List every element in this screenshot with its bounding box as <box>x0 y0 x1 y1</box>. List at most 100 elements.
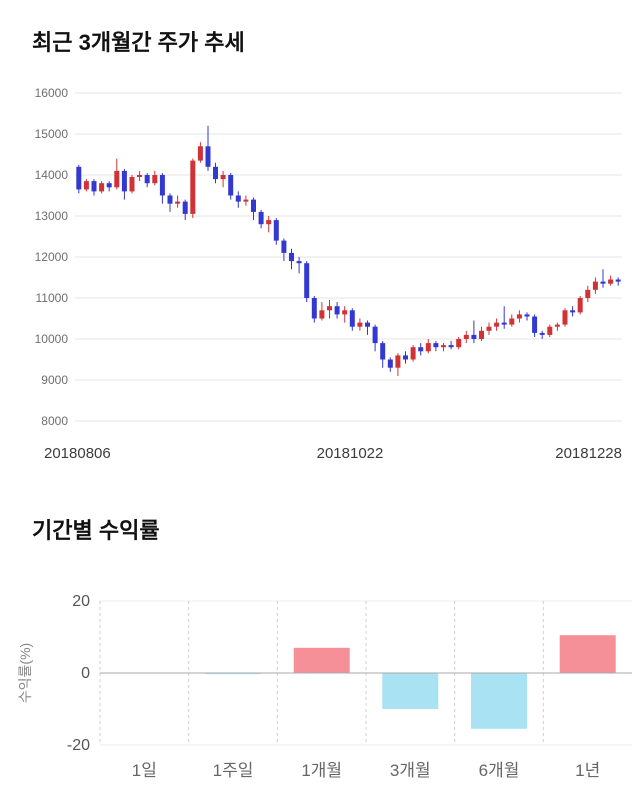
candle-body <box>182 201 188 214</box>
candle-body <box>365 322 370 327</box>
candle-body <box>410 347 416 360</box>
candle-body <box>228 175 234 196</box>
candle-body <box>175 201 181 204</box>
candle-body <box>121 170 127 192</box>
svg-text:13000: 13000 <box>35 209 69 223</box>
candle-body <box>418 347 424 352</box>
svg-text:15000: 15000 <box>35 127 69 141</box>
candle-body <box>532 316 538 333</box>
candle-body <box>570 310 576 313</box>
svg-text:11000: 11000 <box>36 291 69 305</box>
candle-body <box>76 166 82 190</box>
svg-text:8000: 8000 <box>41 414 68 428</box>
candle-body <box>554 324 560 327</box>
candle-body <box>547 326 553 335</box>
price-chart-title: 최근 3개월간 주가 추세 <box>32 30 245 55</box>
svg-text:16000: 16000 <box>35 86 69 100</box>
candle-body <box>463 334 469 339</box>
candle-body <box>235 195 241 202</box>
candle-body <box>509 318 515 325</box>
candle-body <box>281 240 287 253</box>
return-bar <box>205 673 261 675</box>
bars <box>205 635 616 729</box>
svg-text:20: 20 <box>72 593 90 610</box>
candle-body <box>190 160 196 214</box>
candle-body <box>304 263 310 298</box>
candle-body <box>220 175 226 180</box>
candle-body <box>516 314 522 319</box>
y-axis-labels: 20 0 -20 <box>67 593 90 754</box>
candle-body <box>205 146 211 167</box>
candle-body <box>372 326 378 344</box>
candle-body <box>562 310 568 325</box>
candle-body <box>387 359 393 368</box>
candle-body <box>266 220 272 225</box>
candle-body <box>524 314 530 317</box>
candle-body <box>167 195 173 204</box>
candle-body <box>106 183 112 188</box>
return-bar <box>559 635 616 673</box>
candle-body <box>152 175 158 184</box>
candle-body <box>213 166 218 180</box>
candle-body <box>334 306 340 315</box>
svg-text:20181022: 20181022 <box>317 445 384 462</box>
candle-body <box>273 220 279 241</box>
candle-body <box>471 334 477 339</box>
candle-body <box>319 310 325 319</box>
candle-body <box>448 345 454 348</box>
candle-body <box>403 355 408 360</box>
candle-body <box>296 261 302 264</box>
candle-body <box>197 146 203 161</box>
svg-text:12000: 12000 <box>35 250 69 264</box>
candle-body <box>144 175 150 184</box>
return-bar <box>471 673 527 729</box>
candle-body <box>539 332 545 335</box>
candle-body <box>243 199 249 202</box>
svg-text:-20: -20 <box>67 737 90 754</box>
candle-body <box>425 343 431 352</box>
y-axis-labels: 8000 9000 10000 11000 12000 13000 14000 15000 16… <box>35 86 69 428</box>
candle-body <box>129 177 135 192</box>
candle-body <box>395 355 401 368</box>
svg-text:14000: 14000 <box>35 168 69 182</box>
candle-body <box>289 252 294 262</box>
svg-text:9000: 9000 <box>41 373 68 387</box>
candle-body <box>494 322 500 327</box>
svg-text:20180806: 20180806 <box>44 445 111 462</box>
candle-body <box>342 310 348 315</box>
candle-body <box>600 281 606 284</box>
candle-body <box>114 170 120 188</box>
candle-body <box>615 279 621 282</box>
candle-body <box>99 183 105 192</box>
svg-text:3개월: 3개월 <box>390 761 431 780</box>
candle-body <box>433 343 439 348</box>
candle-body <box>479 330 484 339</box>
candle-body <box>380 343 386 360</box>
svg-text:1년: 1년 <box>575 761 600 780</box>
candles <box>76 125 621 376</box>
candle-body <box>592 281 598 290</box>
returns-chart-title: 기간별 수익률 <box>32 518 160 543</box>
candle-body <box>349 310 355 327</box>
candle-body <box>251 199 256 212</box>
candle-body <box>577 298 583 313</box>
candle-body <box>585 289 591 298</box>
return-bar <box>293 647 350 673</box>
y-axis-title: 수익률(%) <box>17 643 33 703</box>
candle-body <box>311 298 317 319</box>
svg-text:1주일: 1주일 <box>213 761 254 780</box>
svg-text:10000: 10000 <box>35 332 69 346</box>
svg-text:6개월: 6개월 <box>479 761 520 780</box>
candle-body <box>159 175 165 196</box>
candle-body <box>137 175 143 177</box>
grid <box>75 92 622 422</box>
candle-body <box>441 345 446 348</box>
return-bar <box>382 673 439 709</box>
x-axis-labels: 20180806 20181022 20181228 <box>44 445 622 462</box>
candle-body <box>327 306 332 311</box>
candle-body <box>258 211 264 225</box>
svg-text:1개월: 1개월 <box>301 761 342 780</box>
candle-body <box>608 279 614 284</box>
svg-text:0: 0 <box>81 665 90 682</box>
